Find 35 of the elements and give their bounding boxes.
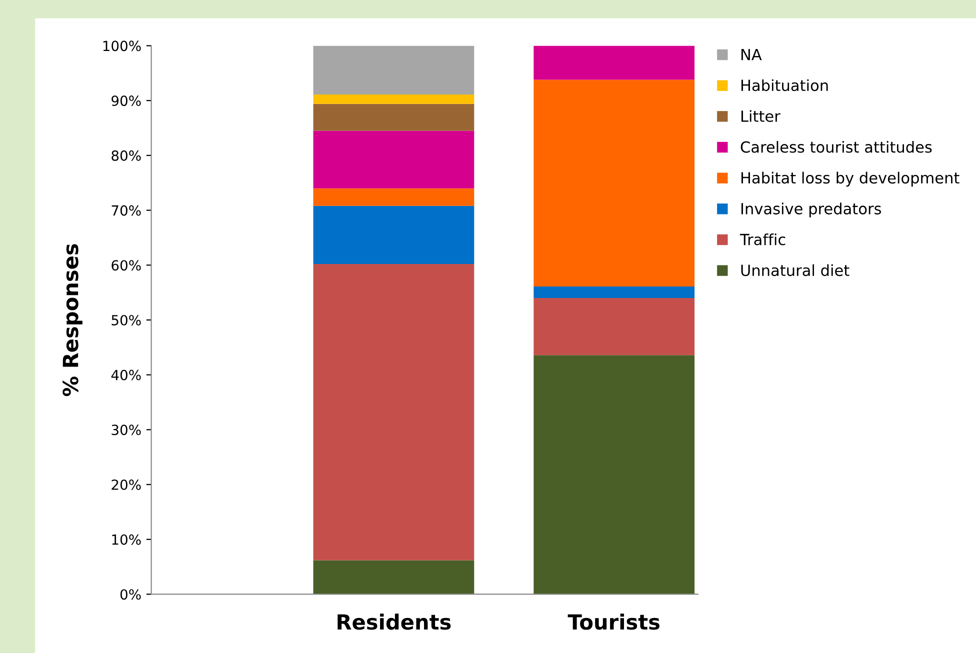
bar (313, 264, 474, 560)
bar (534, 286, 695, 298)
y-tick-label: 30% (112, 424, 141, 436)
y-tick-label: 70% (112, 205, 141, 216)
y-tick-label: 20% (112, 479, 141, 490)
bar (313, 46, 474, 95)
legend-label: NA (741, 48, 762, 60)
bar (534, 80, 695, 287)
y-tick-label: 90% (112, 96, 141, 106)
legend-label: Careless tourist attitudes (740, 140, 932, 153)
y-tick-label: 80% (112, 150, 141, 161)
y-tick-label: 60% (112, 260, 141, 271)
legend-label: Habituation (741, 79, 828, 92)
y-tick-label: 100% (103, 40, 141, 52)
bar (313, 560, 474, 594)
y-tick-label: 50% (112, 314, 141, 326)
legend-label: Invasive predators (741, 202, 881, 218)
y-tick-label: 40% (111, 370, 141, 380)
bar (313, 206, 474, 264)
y-tick-label: 0% (120, 589, 141, 600)
x-tick-label: Tourists (568, 614, 660, 630)
bar (534, 46, 695, 80)
y-axis-title: % Responses (62, 244, 82, 396)
legend-label: Traffic (740, 233, 786, 246)
x-tick-label: Residents (338, 614, 451, 630)
bar (313, 130, 474, 188)
legend-label: Unnatural diet (741, 264, 850, 276)
y-tick-label: 10% (112, 534, 141, 545)
bar (534, 355, 695, 594)
legend-label: Habitat loss by development (741, 172, 960, 187)
legend-label: Litter (741, 110, 780, 122)
bar (313, 94, 474, 104)
bar (534, 298, 695, 356)
bar (313, 188, 474, 206)
bar (313, 104, 474, 131)
